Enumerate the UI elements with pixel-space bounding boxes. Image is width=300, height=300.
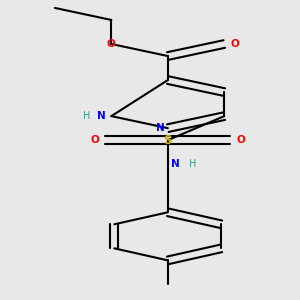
- Text: S: S: [164, 134, 172, 147]
- Text: N: N: [97, 111, 105, 121]
- Text: H: H: [83, 111, 91, 121]
- Text: O: O: [91, 135, 100, 145]
- Text: N: N: [156, 123, 165, 133]
- Text: O: O: [107, 39, 116, 49]
- Text: O: O: [236, 135, 245, 145]
- Text: O: O: [230, 39, 239, 49]
- Text: H: H: [189, 159, 196, 169]
- Text: N: N: [171, 159, 180, 169]
